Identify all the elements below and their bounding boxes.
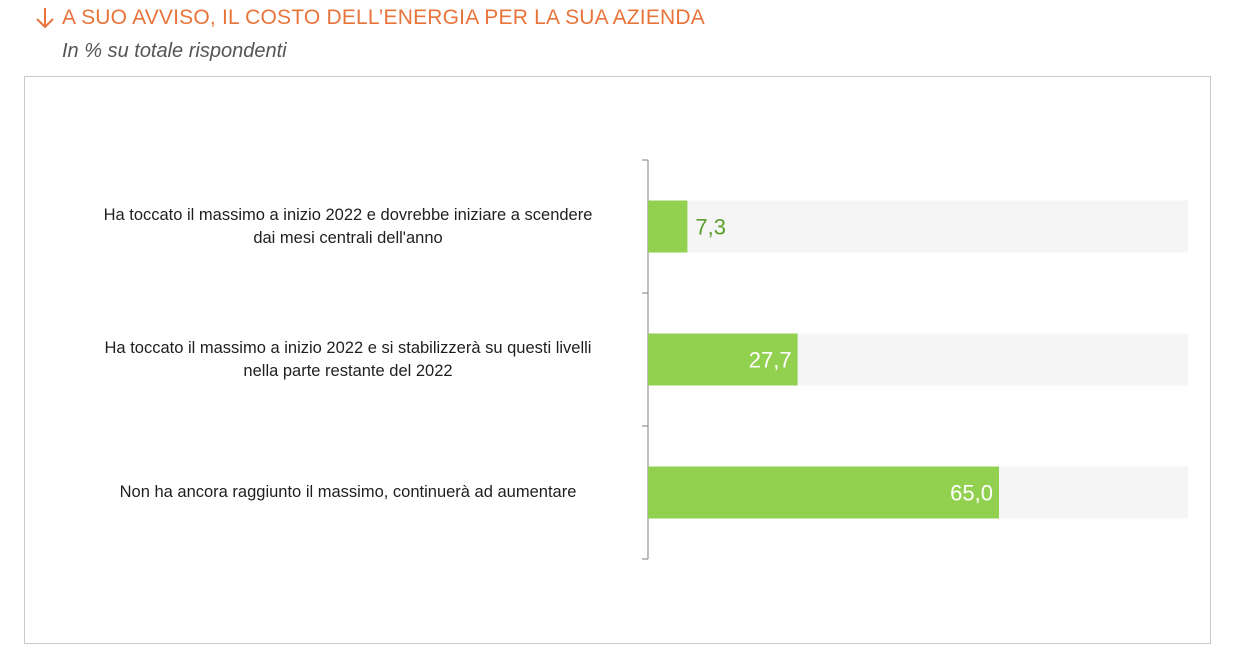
bar	[648, 333, 798, 386]
chart-title-text: A SUO AVVISO, IL COSTO DELL’ENERGIA PER …	[62, 6, 705, 29]
bar	[648, 200, 688, 253]
chart-title: A SUO AVVISO, IL COSTO DELL’ENERGIA PER …	[34, 4, 705, 32]
arrow-down-icon	[36, 8, 54, 29]
bar	[648, 466, 999, 519]
data-label: 27,7	[749, 348, 792, 373]
category-label: Ha toccato il massimo a inizio 2022 e si…	[68, 337, 628, 383]
bar-track	[648, 200, 1188, 253]
bar-chart: 7,3 27,7 65,0	[642, 159, 1188, 560]
category-label-line: Ha toccato il massimo a inizio 2022 e si…	[104, 338, 592, 357]
category-label-line: Ha toccato il massimo a inizio 2022 e do…	[103, 205, 593, 224]
category-label-line: nella parte restante del 2022	[243, 361, 453, 380]
category-label-line: dai mesi centrali dell'anno	[253, 228, 443, 247]
chart-panel: 7,3 27,7 65,0 Ha toccato il massimo a iniz…	[24, 76, 1211, 644]
category-label-line: Non ha ancora raggiunto il massimo, cont…	[119, 483, 577, 501]
chart-subtitle: In % su totale rispondenti	[62, 40, 287, 62]
data-label: 65,0	[950, 481, 993, 506]
data-label: 7,3	[695, 215, 726, 240]
category-label: Non ha ancora raggiunto il massimo, cont…	[68, 481, 628, 504]
category-label: Ha toccato il massimo a inizio 2022 e do…	[68, 204, 628, 250]
header: A SUO AVVISO, IL COSTO DELL’ENERGIA PER …	[0, 0, 1237, 76]
